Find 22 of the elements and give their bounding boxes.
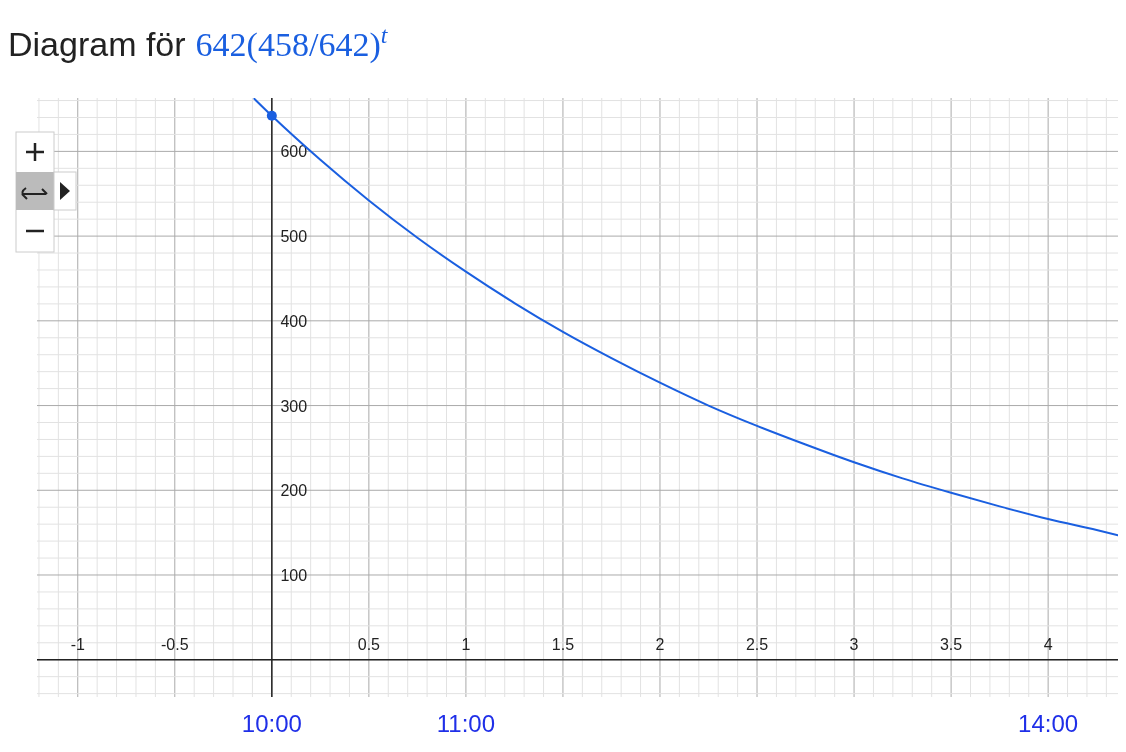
x-tick-label: 1.5 — [551, 635, 575, 653]
x-tick-label: 2 — [655, 635, 665, 653]
y-tick-label: 600 — [280, 143, 308, 161]
x-tick-label: 1 — [461, 635, 471, 653]
y-tick-label: 300 — [280, 397, 308, 415]
x-tick-label: 2.5 — [745, 635, 769, 653]
x2-tick-label: 14:00 — [1018, 710, 1079, 737]
x2-tick-label: 10:00 — [241, 710, 302, 737]
chart-title: Diagram för — [8, 25, 186, 63]
x-tick-label: -0.5 — [161, 635, 189, 653]
x-tick-label: 3 — [849, 635, 859, 653]
x-tick-label: 3.5 — [939, 635, 963, 653]
x-tick-label: 0.5 — [357, 635, 381, 653]
series-label: 642(458/642)$^{t}$ — [195, 22, 389, 64]
x2-tick-label: 11:00 — [436, 710, 496, 737]
y-tick-label: 100 — [280, 567, 308, 584]
x-tick-label: 4 — [1043, 635, 1053, 653]
x-tick-label: -1 — [70, 635, 85, 653]
y-tick-label: 400 — [280, 312, 308, 330]
line-series — [253, 98, 1118, 537]
y-tick-label: 500 — [280, 228, 308, 246]
y-tick-label: 200 — [280, 482, 308, 500]
